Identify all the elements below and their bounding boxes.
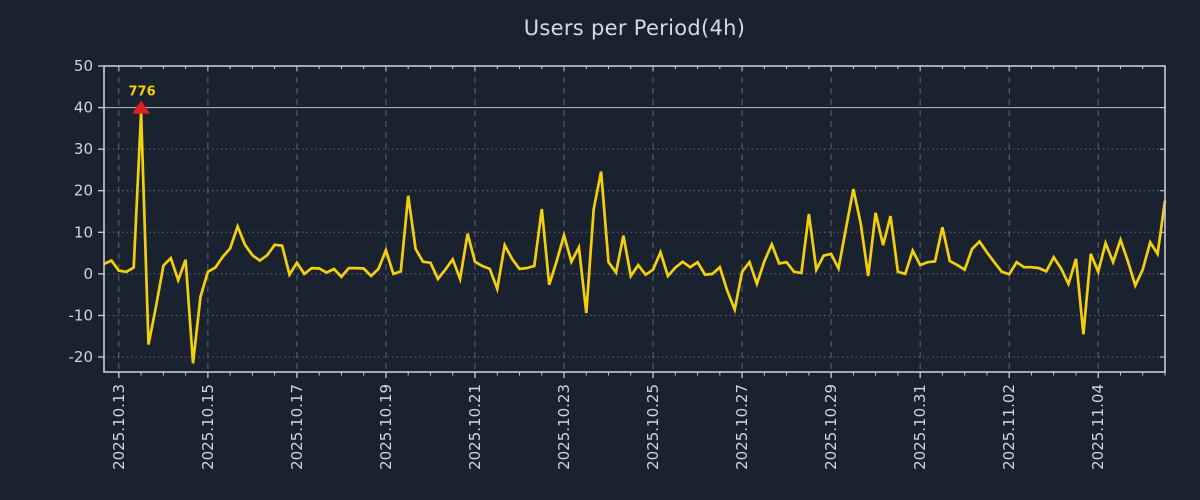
plot-frame bbox=[103, 65, 1166, 373]
x-tick-label: 2025.10.19 bbox=[377, 384, 395, 470]
y-tick-label: -20 bbox=[69, 348, 94, 366]
x-tick-label: 2025.10.27 bbox=[733, 384, 751, 470]
x-axis-labels: 2025.10.13 2025.10.15 2025.10.17 2025.10.19… bbox=[110, 384, 1107, 470]
axis-ticks bbox=[98, 65, 1166, 378]
x-tick-label: 2025.10.17 bbox=[288, 384, 306, 470]
x-tick-label: 2025.11.02 bbox=[1000, 384, 1018, 470]
series-line bbox=[103, 112, 1167, 364]
x-tick-label: 2025.10.31 bbox=[911, 384, 929, 470]
x-gridlines bbox=[118, 66, 1099, 372]
y-tick-label: 30 bbox=[74, 140, 93, 158]
x-tick-label: 2025.10.21 bbox=[466, 384, 484, 470]
y-tick-label: 20 bbox=[74, 182, 93, 200]
x-tick-label: 2025.10.23 bbox=[555, 384, 573, 470]
peak-marker bbox=[132, 100, 151, 114]
chart-title: Users per Period(4h) bbox=[523, 16, 746, 40]
y-tick-label: 50 bbox=[74, 57, 93, 75]
x-tick-label: 2025.10.13 bbox=[110, 384, 128, 470]
y-tick-label: 40 bbox=[74, 99, 93, 117]
y-tick-label: -10 bbox=[69, 306, 94, 324]
y-tick-label: 10 bbox=[74, 223, 93, 241]
x-tick-label: 2025.11.04 bbox=[1089, 384, 1107, 470]
svg-text:776: 776 bbox=[129, 85, 156, 100]
x-tick-label: 2025.10.29 bbox=[822, 384, 840, 470]
y-gridlines bbox=[104, 148, 1165, 358]
peak-annotation: 776 bbox=[129, 85, 156, 100]
y-axis-labels: 50 40 30 20 10 0 -10 -20 bbox=[69, 57, 94, 366]
y-tick-label: 0 bbox=[83, 265, 93, 283]
x-tick-label: 2025.10.15 bbox=[199, 384, 217, 470]
x-tick-label: 2025.10.25 bbox=[644, 384, 662, 470]
